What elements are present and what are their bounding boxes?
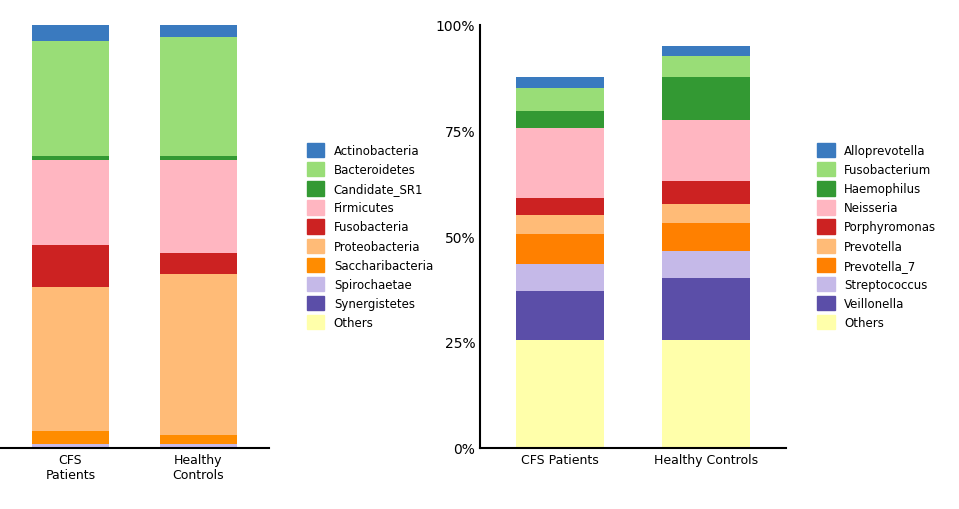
Bar [516,215,604,235]
Bar [516,292,604,340]
Bar [662,57,750,78]
Bar [32,161,108,245]
Bar [32,288,108,431]
Bar [32,42,108,156]
Bar [516,235,604,264]
Bar [516,89,604,112]
Bar [662,340,750,448]
Bar [160,253,237,275]
Bar [516,129,604,199]
Bar [160,161,237,253]
Bar [516,78,604,89]
Bar [160,25,237,38]
Bar [662,205,750,224]
Bar [662,251,750,279]
Bar [516,340,604,448]
Bar [516,199,604,215]
Bar [662,182,750,205]
Bar [662,121,750,182]
Bar [32,156,108,161]
Bar [160,435,237,444]
Bar [662,46,750,57]
Bar [32,444,108,448]
Bar [662,78,750,121]
Legend: Alloprevotella, Fusobacterium, Haemophilus, Neisseria, Porphyromonas, Prevotella: Alloprevotella, Fusobacterium, Haemophil… [817,144,936,330]
Legend: Actinobacteria, Bacteroidetes, Candidate_SR1, Firmicutes, Fusobacteria, Proteoba: Actinobacteria, Bacteroidetes, Candidate… [307,144,433,330]
Bar [662,279,750,340]
Bar [160,156,237,161]
Bar [32,431,108,444]
Bar [160,275,237,435]
Bar [160,38,237,156]
Bar [32,245,108,288]
Bar [32,25,108,42]
Bar [160,444,237,448]
Bar [516,112,604,129]
Bar [662,224,750,251]
Bar [516,264,604,292]
